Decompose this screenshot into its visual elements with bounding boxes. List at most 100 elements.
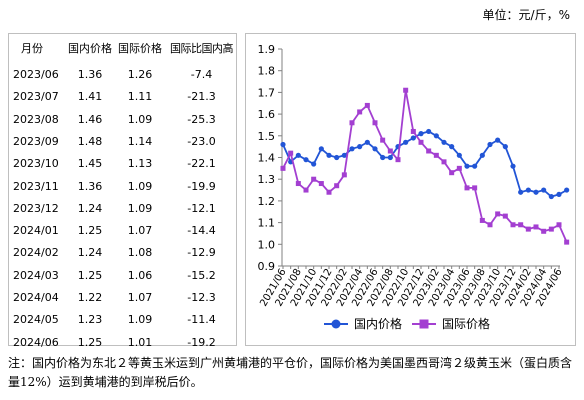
- data-point: [326, 152, 332, 158]
- cell-difference: -23.0: [187, 134, 216, 148]
- cell-domestic-price: 1.25: [77, 224, 103, 238]
- cell-difference: -22.1: [187, 157, 216, 171]
- data-point: [472, 185, 478, 191]
- cell-month: 2023/09: [13, 134, 59, 148]
- data-point: [449, 170, 455, 176]
- cell-international-price: 1.14: [127, 134, 153, 148]
- cell-difference: -19.2: [187, 335, 216, 349]
- cell-month: 2023/06: [13, 68, 59, 81]
- y-tick-label: 1.8: [258, 65, 276, 78]
- y-tick-label: 1.7: [258, 86, 276, 99]
- cell-difference: -21.3: [187, 90, 216, 104]
- cell-international-price: 1.06: [127, 268, 153, 282]
- table-row: 2023/09 1.48 1.14 -23.0: [9, 131, 236, 153]
- cell-difference: -12.1: [187, 201, 216, 215]
- data-point: [464, 163, 470, 169]
- data-point: [288, 150, 294, 156]
- data-point: [479, 152, 485, 158]
- data-point: [318, 181, 324, 187]
- data-point: [456, 152, 462, 158]
- cell-month: 2023/11: [13, 179, 59, 193]
- data-point: [548, 226, 554, 232]
- cell-domestic-price: 1.41: [77, 90, 103, 104]
- data-point: [502, 144, 508, 150]
- data-point: [510, 163, 516, 169]
- data-point: [510, 222, 516, 228]
- data-point: [441, 139, 447, 145]
- data-point: [357, 109, 363, 115]
- data-point: [357, 144, 363, 150]
- cell-month: 2024/01: [13, 224, 59, 238]
- cell-domestic-price: 1.24: [77, 246, 103, 260]
- cell-domestic-price: 1.24: [77, 201, 103, 215]
- data-point: [487, 222, 493, 228]
- cell-month: 2023/08: [13, 112, 59, 126]
- y-tick-label: 1.4: [258, 152, 276, 165]
- data-point: [380, 137, 386, 143]
- cell-domestic-price: 1.36: [77, 68, 103, 81]
- y-tick-label: 1.3: [258, 173, 276, 186]
- data-point: [556, 222, 562, 228]
- data-point: [349, 146, 355, 152]
- data-point: [395, 157, 401, 163]
- cell-month: 2024/04: [13, 291, 59, 304]
- cell-international-price: 1.09: [127, 313, 153, 327]
- data-point: [533, 189, 539, 195]
- table-row: 2023/12 1.24 1.09 -12.1: [9, 198, 236, 220]
- data-point: [548, 193, 554, 200]
- data-point: [418, 131, 424, 137]
- y-tick-label: 1.6: [258, 108, 276, 121]
- cell-month: 2024/06: [13, 335, 59, 349]
- cell-difference: -25.3: [187, 112, 216, 126]
- data-point: [456, 165, 462, 171]
- cell-international-price: 1.11: [127, 90, 153, 104]
- cell-domestic-price: 1.45: [77, 157, 103, 171]
- price-table: 月份 国内价格 国际价格 国际比国内高 2023/06 1.36 1.26 -7.4 2…: [8, 33, 237, 349]
- cell-difference: -12.3: [187, 291, 216, 304]
- table-row: 2024/05 1.23 1.09 -11.4: [9, 309, 236, 331]
- cell-difference: -15.2: [187, 268, 216, 282]
- data-point: [410, 128, 416, 134]
- unit-label: 单位：元/斤，%: [482, 8, 570, 22]
- data-point: [479, 217, 485, 223]
- cell-difference: -14.4: [187, 224, 216, 238]
- table-row: 2024/04 1.22 1.07 -12.3: [9, 287, 236, 309]
- data-point: [334, 154, 340, 161]
- table-row: 2023/07 1.41 1.11 -21.3: [9, 86, 236, 108]
- data-point: [441, 159, 447, 165]
- data-point: [495, 211, 501, 217]
- line-chart-svg: 0.91.01.11.21.31.41.51.61.71.81.92021/06…: [258, 43, 570, 331]
- cell-domestic-price: 1.22: [77, 291, 103, 304]
- data-point: [341, 152, 347, 158]
- data-point: [533, 224, 539, 230]
- table-row: 2023/10 1.45 1.13 -22.1: [9, 153, 236, 175]
- data-point: [518, 222, 524, 228]
- cell-international-price: 1.07: [127, 224, 153, 238]
- data-point: [295, 152, 301, 158]
- data-point: [387, 148, 393, 154]
- data-point: [303, 157, 309, 163]
- table-row: 2024/01 1.25 1.07 -14.4: [9, 220, 236, 242]
- cell-difference: -12.9: [187, 246, 216, 260]
- data-point: [541, 187, 547, 193]
- data-point: [387, 154, 393, 161]
- data-point: [349, 120, 355, 126]
- cell-month: 2024/02: [13, 246, 59, 260]
- data-point: [372, 120, 378, 126]
- header-month: 月份: [21, 42, 43, 55]
- data-point: [495, 137, 501, 143]
- legend-marker: [419, 319, 429, 329]
- cell-domestic-price: 1.48: [77, 134, 103, 148]
- legend-label: 国际价格: [442, 316, 490, 331]
- cell-international-price: 1.09: [127, 112, 153, 126]
- table-row: 2023/11 1.36 1.09 -19.9: [9, 176, 236, 198]
- cell-difference: -7.4: [190, 68, 213, 81]
- data-point: [372, 146, 378, 152]
- table-row: 2024/02 1.24 1.08 -12.9: [9, 242, 236, 264]
- header-difference: 国际比国内高: [170, 42, 234, 55]
- cell-international-price: 1.26: [127, 68, 153, 81]
- header-domestic-price: 国内价格: [68, 42, 112, 55]
- data-point: [403, 139, 409, 145]
- data-point: [280, 141, 286, 148]
- price-chart: 0.9 1.0 1.1 1.2 1.3 1.4 1.5 1.6 1.7 1.8 1.9 2021/06…: [245, 33, 576, 346]
